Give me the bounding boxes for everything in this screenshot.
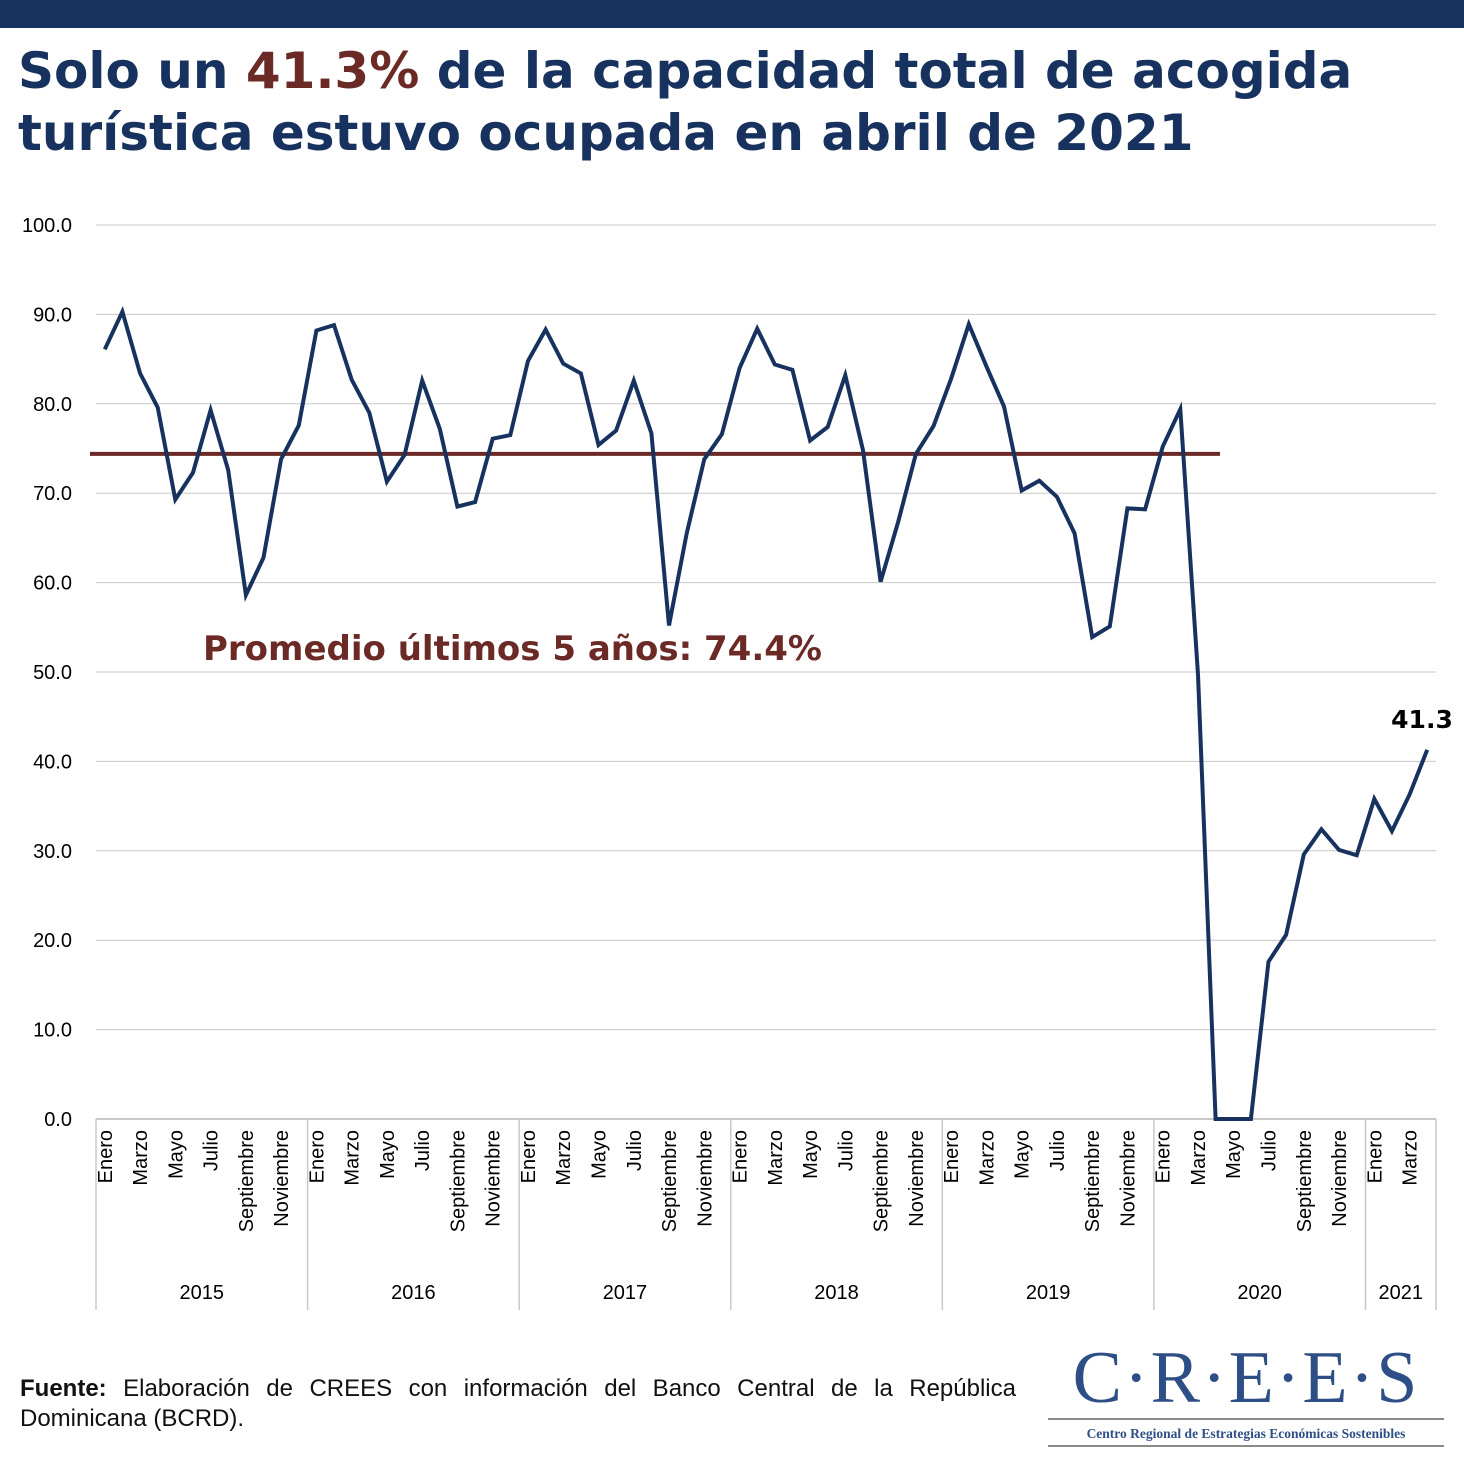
x-month-label: Enero: [1364, 1130, 1386, 1183]
title-highlight: 41.3%: [245, 42, 420, 100]
x-year-label: 2019: [1026, 1282, 1071, 1304]
y-tick-label: 30.0: [33, 841, 72, 863]
x-month-label: Marzo: [342, 1130, 364, 1186]
x-year-label: 2018: [814, 1282, 859, 1304]
x-month-label: Julio: [201, 1130, 223, 1171]
occupancy-line: [102, 306, 1430, 1121]
y-tick-label: 40.0: [33, 751, 72, 773]
title-pre: Solo un: [18, 42, 246, 100]
y-tick-label: 0.0: [44, 1109, 72, 1131]
x-month-label: Mayo: [589, 1130, 611, 1179]
last-point-label: 41.3: [1391, 705, 1453, 734]
x-month-label: Noviembre: [694, 1130, 716, 1227]
y-tick-label: 20.0: [33, 930, 72, 952]
x-month-label: Marzo: [765, 1130, 787, 1186]
x-month-label: Noviembre: [271, 1130, 293, 1227]
x-month-label: Septiembre: [659, 1130, 681, 1232]
x-month-label: Septiembre: [447, 1130, 469, 1232]
crees-logo: C·R·E·E·S Centro Regional de Estrategias…: [1046, 1340, 1446, 1452]
x-month-label: Mayo: [377, 1130, 399, 1179]
x-month-label: Noviembre: [483, 1130, 505, 1227]
x-month-label: Enero: [730, 1130, 752, 1183]
x-month-label: Julio: [835, 1130, 857, 1171]
y-tick-label: 80.0: [33, 394, 72, 416]
logo-text: C·R·E·E·S: [1072, 1337, 1420, 1419]
y-tick-label: 50.0: [33, 662, 72, 684]
logo-subtitle: Centro Regional de Estrategias Económica…: [1086, 1426, 1406, 1441]
y-tick-label: 90.0: [33, 304, 72, 326]
x-month-label: Marzo: [553, 1130, 575, 1186]
logo-divider: [1048, 1418, 1444, 1420]
x-year-label: 2017: [603, 1282, 648, 1304]
x-year-label: 2016: [391, 1282, 436, 1304]
x-month-label: Marzo: [1188, 1130, 1210, 1186]
top-bar: [0, 0, 1464, 28]
x-month-label: Noviembre: [1117, 1130, 1139, 1227]
logo-divider: [1048, 1445, 1444, 1447]
title-post: de la capacidad total de acogida turísti…: [18, 42, 1353, 162]
y-tick-label: 70.0: [33, 483, 72, 505]
x-month-label: Marzo: [1400, 1130, 1422, 1186]
x-year-label: 2020: [1237, 1282, 1282, 1304]
x-month-label: Septiembre: [1294, 1130, 1316, 1232]
y-tick-label: 100.0: [22, 215, 72, 237]
x-month-label: Marzo: [976, 1130, 998, 1186]
x-month-label: Enero: [95, 1130, 117, 1183]
x-month-label: Enero: [518, 1130, 540, 1183]
x-month-label: Enero: [941, 1130, 963, 1183]
y-tick-label: 10.0: [33, 1020, 72, 1042]
x-month-label: Mayo: [1012, 1130, 1034, 1179]
average-label: Promedio últimos 5 años: 74.4%: [203, 629, 822, 669]
x-month-label: Mayo: [165, 1130, 187, 1179]
source-label: Fuente:: [20, 1375, 107, 1402]
x-month-label: Septiembre: [1082, 1130, 1104, 1232]
x-month-label: Noviembre: [1329, 1130, 1351, 1227]
x-month-label: Enero: [306, 1130, 328, 1183]
x-month-label: Septiembre: [236, 1130, 258, 1232]
source-note: Fuente: Elaboración de CREES con informa…: [20, 1374, 1016, 1434]
x-month-label: Marzo: [130, 1130, 152, 1186]
source-text: Elaboración de CREES con información del…: [20, 1375, 1016, 1432]
page-title: Solo un 41.3% de la capacidad total de a…: [18, 40, 1448, 164]
x-month-label: Julio: [1259, 1130, 1281, 1171]
x-month-label: Mayo: [1223, 1130, 1245, 1179]
x-month-label: Septiembre: [871, 1130, 893, 1232]
x-year-label: 2021: [1378, 1282, 1423, 1304]
x-month-label: Julio: [624, 1130, 646, 1171]
y-tick-label: 60.0: [33, 573, 72, 595]
x-month-label: Julio: [412, 1130, 434, 1171]
x-month-label: Enero: [1153, 1130, 1175, 1183]
x-month-label: Julio: [1047, 1130, 1069, 1171]
x-month-label: Mayo: [800, 1130, 822, 1179]
x-month-label: Noviembre: [906, 1130, 928, 1227]
x-year-label: 2015: [180, 1282, 225, 1304]
